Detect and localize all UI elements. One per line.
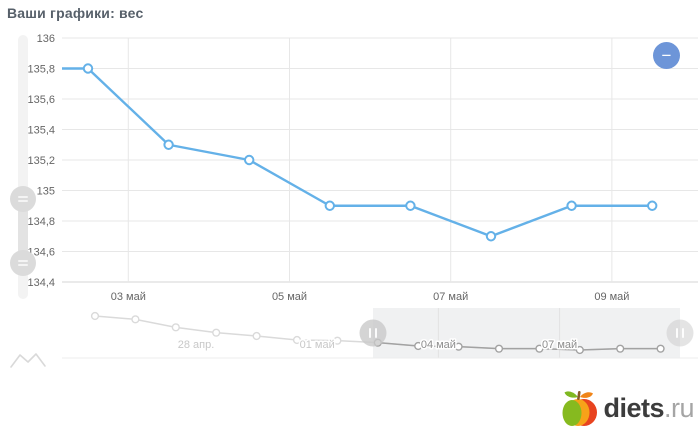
navigator-handle-left[interactable] [359, 319, 387, 347]
navigator-point-marker [414, 341, 423, 351]
navigator-point-marker [535, 344, 544, 353]
navigator-date-label: 01 май [300, 339, 335, 351]
y-zoom-slider-track[interactable] [18, 35, 28, 299]
navigator-date-label: 07 май [542, 339, 577, 351]
handle-grip [18, 264, 28, 266]
navigator-point-marker [292, 335, 302, 345]
x-axis-tick-label: 03 май [111, 291, 146, 303]
navigator-point-marker [656, 344, 665, 353]
navigator-selection[interactable] [373, 308, 680, 358]
navigator-point-marker [616, 344, 625, 353]
y-axis-tick-label: 135,2 [27, 155, 55, 167]
data-point-marker[interactable] [82, 63, 94, 74]
handle-grip [682, 328, 684, 338]
navigator-point-marker [454, 342, 463, 351]
data-point-marker[interactable] [405, 200, 416, 211]
range-navigator[interactable]: 28 апр. 01 май 04 май 07 май [62, 308, 698, 359]
data-point-marker[interactable] [566, 200, 577, 211]
x-axis-tick-label: 05 май [272, 291, 307, 303]
y-axis-tick-label: 135,8 [27, 64, 55, 76]
navigator-point-marker [90, 311, 100, 321]
zoom-out-button[interactable]: − [653, 42, 680, 69]
navigator-series [377, 341, 661, 351]
navigator-point-marker [575, 345, 584, 355]
handle-grip [18, 260, 28, 262]
y-zoom-slider[interactable] [10, 33, 38, 303]
y-zoom-handle-top[interactable] [10, 186, 36, 212]
navigator-date-label: 28 апр. [178, 339, 215, 351]
data-point-marker[interactable] [163, 139, 174, 150]
logo-tld-text: .ru [663, 392, 695, 423]
data-point-marker[interactable] [647, 200, 658, 211]
y-axis-tick-label: 134,6 [27, 247, 55, 259]
handle-grip [18, 200, 28, 202]
y-zoom-slider-range[interactable] [18, 199, 28, 263]
main-plot: 136 135,8 135,6 135,4 135,2 135 134,8 134,6 134,… [27, 33, 698, 303]
y-axis-tick-label: 134,8 [27, 216, 55, 228]
navigator-date-label: 04 май [421, 339, 456, 351]
y-axis-tick-label: 135 [37, 186, 55, 198]
apple-icon [562, 391, 598, 426]
data-point-marker[interactable] [324, 200, 335, 211]
minus-icon: − [661, 46, 672, 65]
logo-brand-text: diets [603, 392, 664, 423]
x-axis-tick-label: 09 май [594, 291, 629, 303]
navigator-handle-right[interactable] [666, 319, 694, 347]
data-point-marker[interactable] [485, 231, 497, 242]
data-point-marker[interactable] [244, 154, 255, 166]
y-axis-tick-label: 136 [37, 33, 55, 45]
navigator-point-marker [212, 328, 221, 337]
handle-grip [18, 196, 28, 198]
y-axis-tick-label: 134,4 [27, 277, 55, 289]
x-axis-tick-label: 07 май [433, 291, 468, 303]
y-axis-tick-label: 135,4 [27, 125, 55, 137]
page-title: Ваши графики: вес [7, 5, 144, 21]
navigator-point-marker [494, 344, 504, 353]
navigator-point-marker [131, 315, 140, 324]
zigzag-chart-icon [10, 353, 46, 368]
diets-logo[interactable]: diets .ru [559, 388, 695, 428]
handle-grip [369, 328, 371, 338]
y-axis-tick-label: 135,6 [27, 94, 55, 106]
handle-grip [676, 328, 678, 338]
weight-series-line [62, 67, 653, 238]
navigator-point-marker [252, 331, 261, 341]
y-zoom-handle-bottom[interactable] [10, 250, 36, 276]
navigator-point-marker [333, 336, 342, 345]
navigator-point-marker [171, 323, 180, 332]
handle-grip [375, 328, 377, 338]
